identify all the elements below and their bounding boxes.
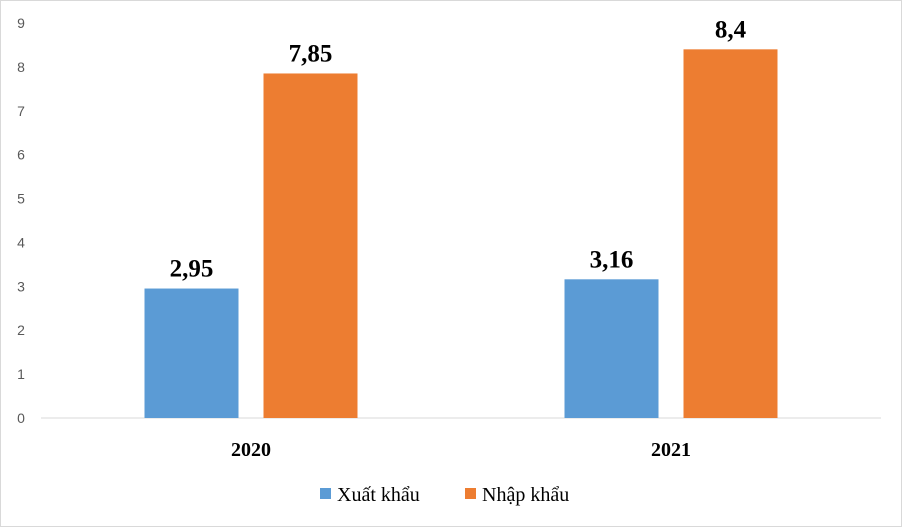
bar-import-2020: [263, 73, 358, 418]
bar-export-2021: [564, 279, 659, 418]
y-tick-label: 5: [17, 191, 25, 207]
category-labels-group: 2020 2021: [231, 439, 691, 461]
y-tick-label: 4: [17, 234, 25, 250]
y-axis-ticks: 0 1 2 3 4 5 6 7 8 9: [17, 15, 25, 426]
data-label: 7,85: [289, 40, 333, 67]
legend: Xuất khẩu Nhập khẩu: [320, 484, 569, 506]
y-tick-label: 3: [17, 278, 25, 294]
y-tick-label: 9: [17, 15, 25, 31]
legend-swatch: [320, 488, 331, 499]
legend-label: Nhập khẩu: [482, 484, 569, 506]
y-tick-label: 1: [17, 366, 25, 382]
y-tick-label: 2: [17, 322, 25, 338]
y-tick-label: 7: [17, 103, 25, 119]
y-tick-label: 0: [17, 410, 25, 426]
legend-swatch: [465, 488, 476, 499]
data-label: 2,95: [170, 256, 214, 283]
data-label: 8,4: [715, 16, 747, 43]
y-tick-label: 6: [17, 147, 25, 163]
category-label: 2020: [231, 439, 271, 461]
y-tick-label: 8: [17, 59, 25, 75]
bar-import-2021: [683, 49, 778, 418]
category-label: 2021: [651, 439, 691, 461]
bars-group: [144, 49, 778, 418]
data-label: 3,16: [590, 246, 634, 273]
data-labels-group: 2,95 7,85 3,16 8,4: [170, 16, 747, 282]
legend-label: Xuất khẩu: [337, 484, 420, 506]
bar-export-2020: [144, 288, 239, 418]
